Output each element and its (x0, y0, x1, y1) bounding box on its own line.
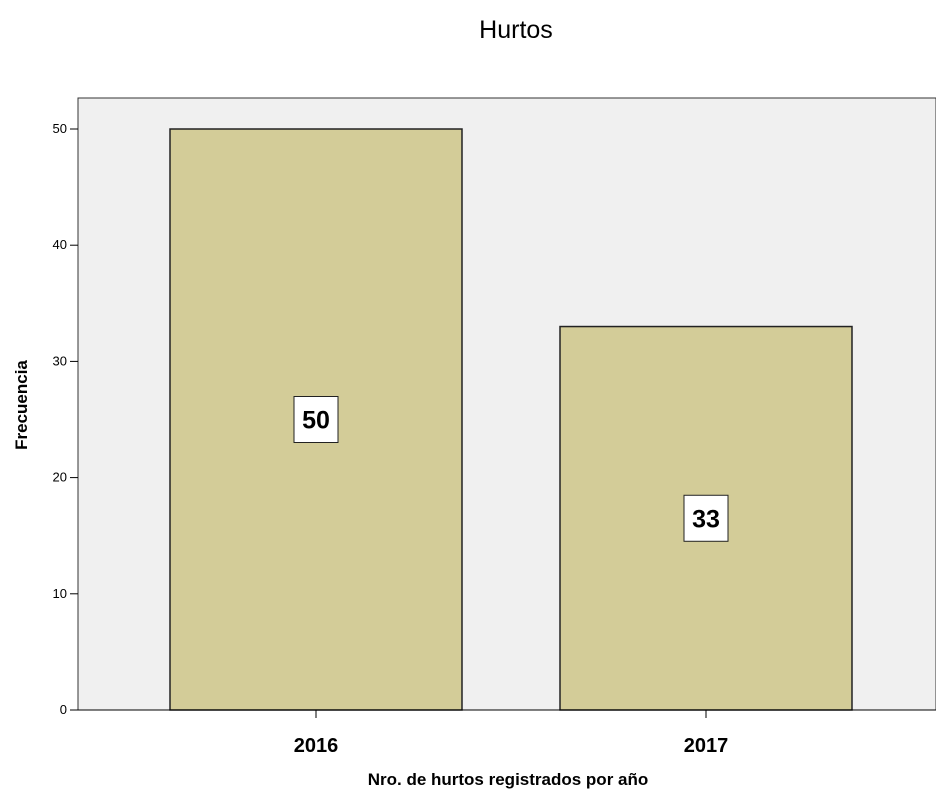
chart-title: Hurtos (479, 16, 553, 44)
y-tick-label: 50 (53, 121, 67, 136)
data-label: 33 (692, 505, 720, 533)
y-tick-label: 30 (53, 353, 67, 368)
x-tick-label: 2016 (294, 735, 339, 757)
y-tick-label: 40 (53, 237, 67, 252)
bars-layer: 50 33 (169, 128, 853, 711)
y-axis: 0 10 20 30 40 50 (53, 121, 78, 717)
data-label-box (683, 494, 729, 542)
y-axis-label: Frecuencia (12, 360, 31, 450)
x-axis: 2016 2017 (70, 709, 936, 757)
data-label-box (293, 396, 339, 443)
x-axis-label: Nro. de hurtos registrados por año (368, 770, 649, 789)
x-tick-label: 2017 (684, 735, 729, 757)
y-tick-label: 20 (53, 470, 67, 485)
data-label: 50 (302, 407, 330, 435)
y-tick-label: 0 (60, 702, 67, 717)
y-tick-label: 10 (53, 586, 67, 601)
